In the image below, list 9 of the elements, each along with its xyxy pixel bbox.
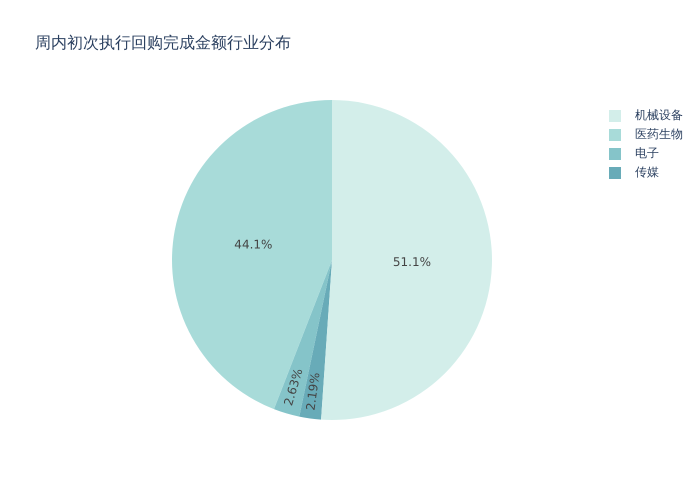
data-label: 2.63% — [281, 366, 306, 408]
legend-label: 传媒 — [635, 164, 659, 181]
legend-label: 机械设备 — [635, 107, 683, 124]
chart-title: 周内初次执行回购完成金额行业分布 — [35, 33, 291, 54]
data-label: 51.1% — [392, 254, 432, 269]
legend-label: 医药生物 — [635, 126, 683, 143]
legend-label: 电子 — [635, 145, 659, 162]
data-label: 2.19% — [303, 372, 322, 412]
data-label: 44.1% — [234, 237, 272, 252]
